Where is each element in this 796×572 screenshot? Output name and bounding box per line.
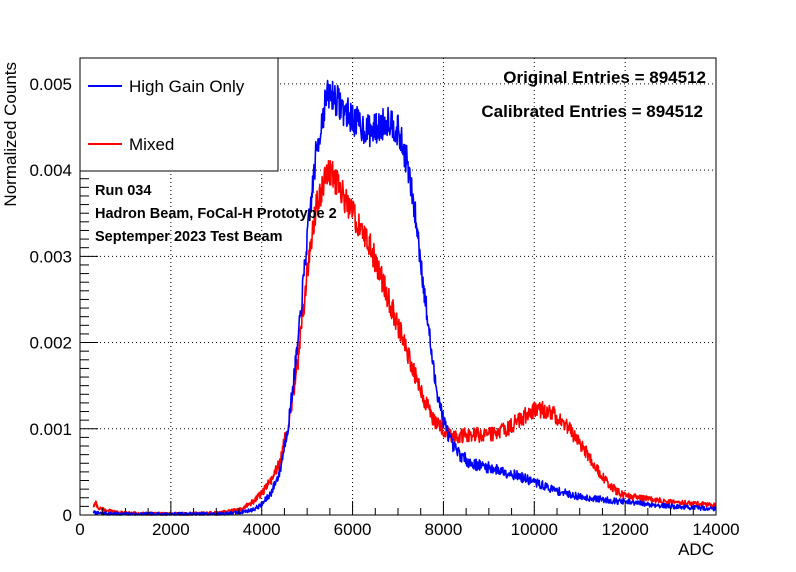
y-tick-label: 0 bbox=[63, 506, 72, 525]
date-label: Septemper 2023 Test Beam bbox=[95, 229, 283, 245]
x-tick-label: 6000 bbox=[334, 520, 372, 539]
legend-label-mixed: Mixed bbox=[129, 135, 174, 154]
x-tick-label: 2000 bbox=[152, 520, 190, 539]
original-entries-label: Original Entries = 894512 bbox=[503, 68, 706, 87]
series-layer bbox=[92, 79, 717, 516]
legend-box bbox=[79, 57, 279, 172]
y-tick-label: 0.003 bbox=[29, 247, 72, 266]
x-tick-labels: 0 2000 4000 6000 8000 10000 12000 14000 bbox=[75, 520, 739, 539]
x-tick-label: 10000 bbox=[511, 520, 558, 539]
x-axis-title: ADC bbox=[678, 540, 714, 559]
legend: High Gain Only Mixed bbox=[79, 57, 279, 172]
y-tick-label: 0.002 bbox=[29, 334, 72, 353]
run-label: Run 034 bbox=[95, 183, 151, 199]
x-tick-label: 12000 bbox=[602, 520, 649, 539]
calibrated-entries-label: Calibrated Entries = 894512 bbox=[481, 102, 703, 121]
y-axis-title: Normalized Counts bbox=[1, 62, 20, 207]
x-tick-label: 14000 bbox=[692, 520, 739, 539]
x-tick-label: 0 bbox=[75, 520, 84, 539]
series-line-high-gain bbox=[92, 79, 717, 516]
y-tick-label: 0.005 bbox=[29, 75, 72, 94]
y-tick-label: 0.001 bbox=[29, 420, 72, 439]
legend-label-high-gain: High Gain Only bbox=[129, 77, 245, 96]
x-tick-label: 4000 bbox=[243, 520, 281, 539]
beam-label: Hadron Beam, FoCal-H Prototype 2 bbox=[95, 206, 337, 222]
y-tick-label: 0.004 bbox=[29, 161, 72, 180]
x-tick-label: 8000 bbox=[425, 520, 463, 539]
y-tick-labels: 0 0.001 0.002 0.003 0.004 0.005 bbox=[29, 75, 72, 525]
